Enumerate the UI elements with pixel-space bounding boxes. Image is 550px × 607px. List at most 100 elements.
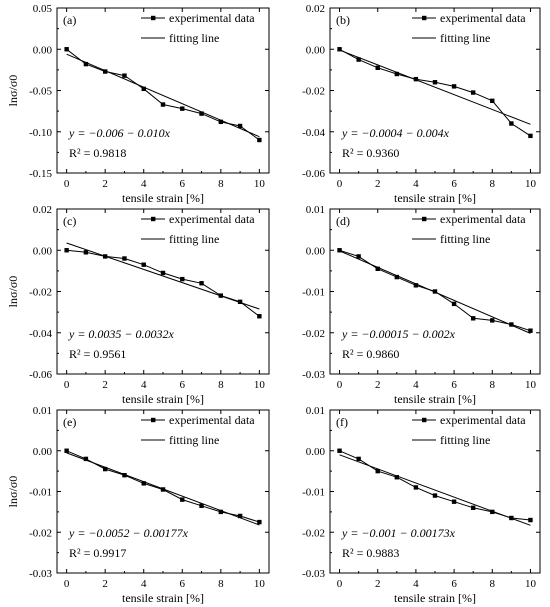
data-point	[509, 121, 514, 126]
data-point	[122, 73, 127, 78]
data-point	[218, 119, 224, 125]
x-tick-label: 10	[525, 178, 537, 190]
data-point	[257, 314, 262, 319]
data-point	[470, 316, 476, 321]
y-tick-label: 0.01	[306, 204, 325, 216]
y-tick-label: 0.00	[306, 44, 326, 56]
y-tick-label: 0.00	[306, 446, 326, 458]
y-tick-label: -0.01	[302, 287, 325, 299]
fitting-line	[339, 49, 531, 125]
x-tick-label: 2	[102, 178, 108, 190]
x-tick-label: 8	[218, 178, 224, 190]
data-point	[83, 250, 89, 255]
x-tick-label: 10	[525, 578, 537, 590]
x-tick-label: 10	[254, 178, 266, 190]
legend-experimental-marker	[151, 216, 156, 222]
data-point	[218, 509, 224, 515]
data-point	[257, 519, 262, 525]
x-tick-label: 0	[64, 578, 70, 590]
x-tick-label: 8	[218, 379, 224, 391]
y-tick-label: -0.02	[302, 527, 325, 539]
legend-experimental-label: experimental data	[169, 212, 255, 226]
data-point	[237, 299, 243, 305]
legend-experimental-label: experimental data	[169, 11, 255, 25]
x-tick-label: 4	[141, 578, 147, 590]
data-point	[141, 86, 146, 92]
data-point	[64, 47, 69, 52]
legend-experimental-label: experimental data	[440, 11, 526, 25]
y-tick-label: -0.02	[302, 328, 325, 340]
data-point	[375, 468, 380, 474]
panel-label: (e)	[63, 415, 76, 429]
y-tick-label: 0.01	[306, 405, 325, 417]
data-point	[218, 293, 224, 298]
data-point	[413, 283, 419, 288]
data-point	[122, 256, 127, 261]
legend-fitting-label: fitting line	[440, 232, 490, 246]
y-tick-label: 0.02	[33, 204, 52, 216]
y-tick-label: -0.05	[29, 86, 52, 98]
x-tick-label: 6	[451, 178, 457, 190]
x-tick-label: 0	[337, 379, 343, 391]
y-tick-label: 0.05	[33, 3, 53, 15]
x-tick-label: 10	[254, 379, 266, 391]
panel-label: (f)	[336, 415, 348, 429]
data-point	[490, 98, 495, 104]
x-tick-label: 2	[375, 178, 381, 190]
x-tick-label: 4	[413, 379, 419, 391]
x-tick-label: 6	[180, 178, 186, 190]
experimental-line	[66, 450, 260, 523]
legend-experimental-label: experimental data	[169, 413, 255, 427]
y-tick-label: -0.15	[29, 168, 52, 180]
data-point	[490, 318, 495, 323]
legend-experimental-marker	[422, 15, 427, 21]
y-tick-label: 0.00	[33, 44, 53, 56]
r-squared: R² = 0.9917	[69, 546, 126, 560]
data-point	[337, 248, 342, 253]
data-point	[432, 289, 438, 294]
data-point	[160, 270, 166, 276]
data-point	[237, 513, 243, 519]
fit-equation: y = −0.001 − 0.00173x	[341, 526, 456, 540]
x-tick-label: 6	[180, 379, 186, 391]
data-point	[375, 266, 380, 272]
chart-panel-2: 0 2 4 6 8 10 0.02 0.00 -0.02 -0.04 -0.06 tensile st…	[302, 3, 541, 205]
y-tick-label: 0.01	[33, 405, 52, 417]
x-tick-label: 2	[102, 578, 108, 590]
data-point	[413, 76, 419, 82]
data-point	[64, 448, 69, 453]
r-squared: R² = 0.9860	[342, 347, 399, 361]
data-point	[509, 322, 514, 327]
x-axis-label: tensile strain [%]	[122, 591, 204, 605]
fit-equation: y = −0.0004 − 0.004x	[341, 126, 450, 140]
r-squared: R² = 0.9818	[69, 146, 126, 160]
x-tick-label: 0	[64, 178, 70, 190]
x-tick-label: 4	[413, 178, 419, 190]
data-point	[102, 466, 108, 472]
y-tick-label: -0.03	[302, 568, 325, 580]
data-point	[470, 90, 476, 95]
y-tick-label: 0.02	[306, 3, 325, 15]
panel-label: (b)	[336, 13, 350, 27]
data-point	[394, 475, 400, 480]
r-squared: R² = 0.9883	[342, 546, 399, 560]
legend-fitting-label: fitting line	[440, 433, 490, 447]
x-tick-label: 0	[64, 379, 70, 391]
x-axis-label: tensile strain [%]	[394, 191, 476, 205]
chart-panel-1: 0 2 4 6 8 10 0.05 0.00 -0.05 -0.10 -0.15 tensile st…	[6, 3, 270, 205]
y-tick-label: -0.02	[29, 287, 52, 299]
data-point	[413, 485, 419, 490]
y-tick-label: -0.04	[302, 127, 325, 139]
x-tick-label: 2	[375, 379, 381, 391]
x-axis-label: tensile strain [%]	[394, 392, 476, 406]
data-point	[180, 497, 185, 502]
experimental-line	[66, 249, 260, 317]
legend-experimental-label: experimental data	[440, 413, 526, 427]
legend-experimental-marker	[422, 216, 427, 222]
x-axis-label: tensile strain [%]	[122, 191, 204, 205]
y-tick-label: -0.01	[302, 487, 325, 499]
data-point	[337, 47, 342, 52]
r-squared: R² = 0.9561	[69, 347, 126, 361]
y-axis-label: lnσ/σ0	[6, 476, 20, 508]
x-tick-label: 10	[254, 578, 266, 590]
